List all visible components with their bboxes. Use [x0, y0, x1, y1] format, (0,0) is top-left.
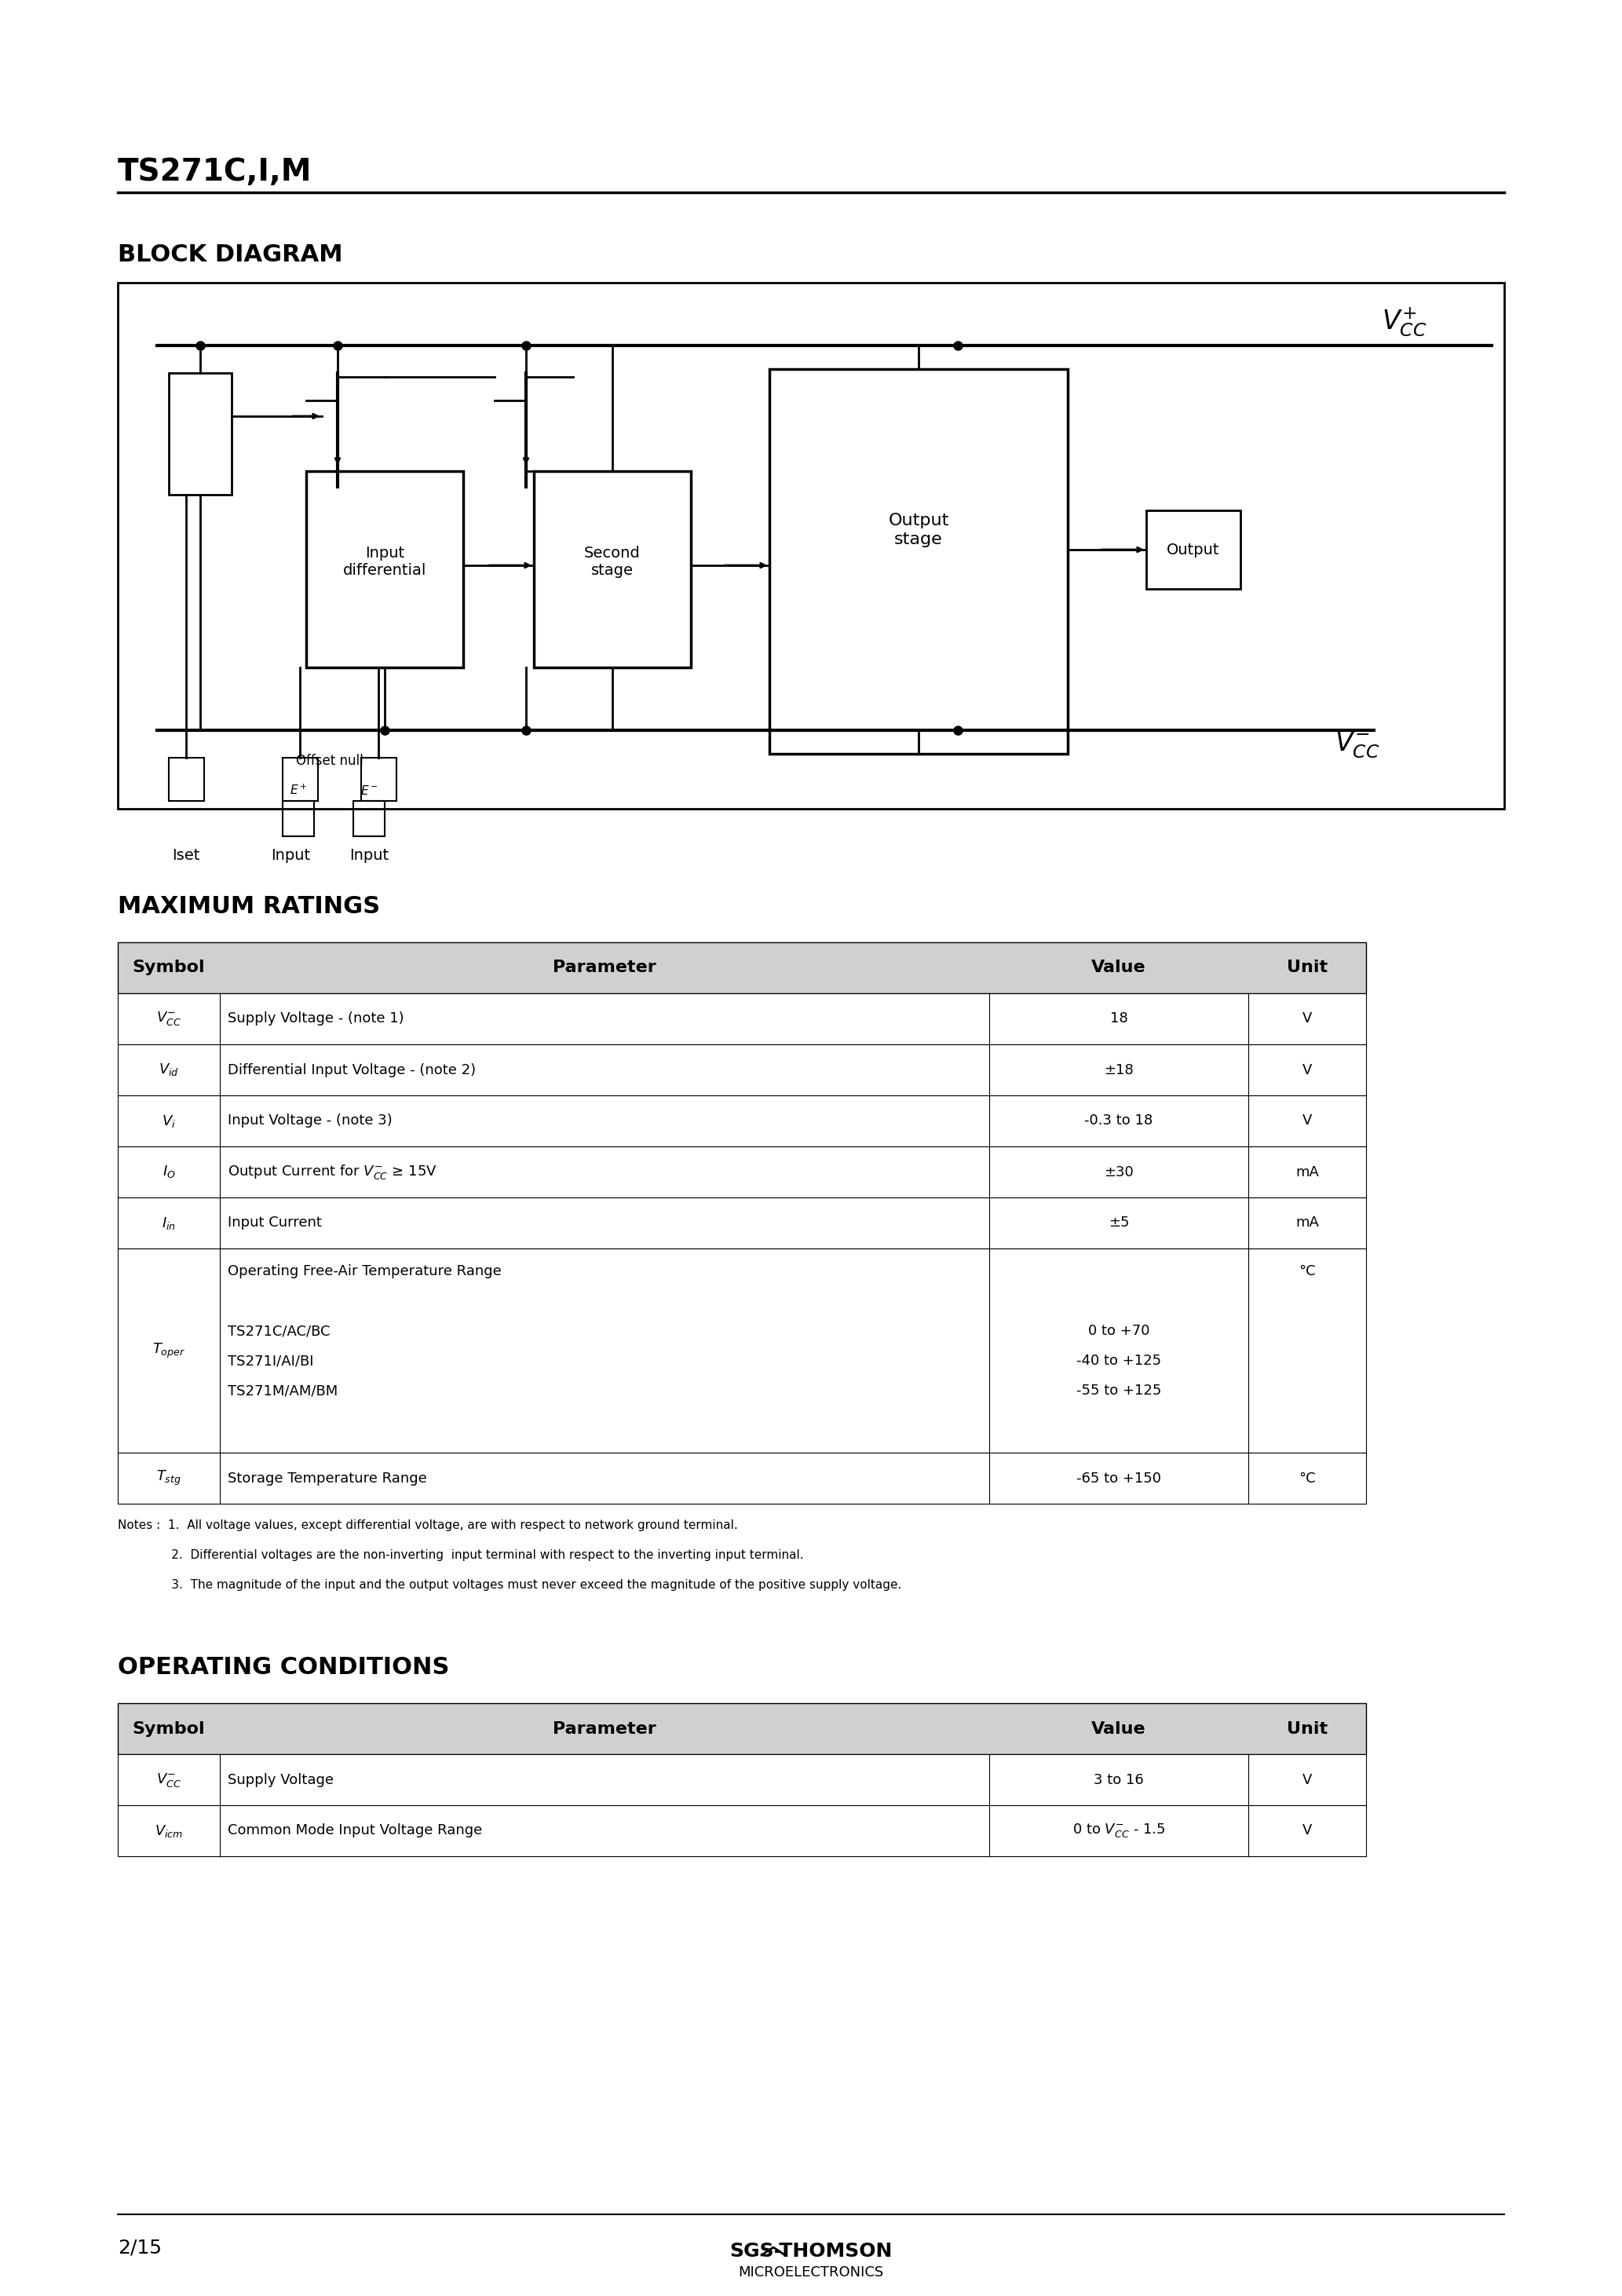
Text: $T_{stg}$: $T_{stg}$	[156, 1469, 182, 1488]
Text: Offset null: Offset null	[297, 753, 363, 767]
Text: $V_{CC}^{-}$: $V_{CC}^{-}$	[156, 1770, 182, 1789]
Bar	[118, 1199, 1366, 1249]
Text: Iset: Iset	[172, 847, 200, 863]
Bar	[282, 801, 315, 836]
Text: Supply Voltage: Supply Voltage	[227, 1773, 334, 1786]
Text: $I_{in}$: $I_{in}$	[162, 1215, 175, 1231]
Text: Supply Voltage - (note 1): Supply Voltage - (note 1)	[227, 1013, 404, 1026]
Bar	[282, 758, 318, 801]
Bar	[1147, 510, 1241, 588]
Text: Input: Input	[271, 847, 310, 863]
Text: Output: Output	[1166, 542, 1220, 558]
Text: Parameter: Parameter	[553, 1720, 657, 1736]
Text: $I_O$: $I_O$	[162, 1164, 175, 1180]
Bar	[118, 994, 1366, 1045]
Text: TS271C/AC/BC: TS271C/AC/BC	[227, 1325, 331, 1339]
Text: V: V	[1302, 1013, 1312, 1026]
Text: ±18: ±18	[1105, 1063, 1134, 1077]
Bar	[118, 1453, 1366, 1504]
Text: $V_{icm}$: $V_{icm}$	[154, 1823, 183, 1839]
Text: OPERATING CONDITIONS: OPERATING CONDITIONS	[118, 1655, 449, 1678]
Text: TS271M/AM/BM: TS271M/AM/BM	[227, 1384, 337, 1398]
Text: $V_{CC}^{+}$: $V_{CC}^{+}$	[1382, 305, 1427, 340]
Text: Operating Free-Air Temperature Range: Operating Free-Air Temperature Range	[227, 1265, 501, 1279]
Text: Output Current for $V_{CC}^{-}$ ≥ 15V: Output Current for $V_{CC}^{-}$ ≥ 15V	[227, 1162, 436, 1180]
Text: Input: Input	[349, 847, 389, 863]
Bar	[118, 1146, 1366, 1199]
Text: Differential Input Voltage - (note 2): Differential Input Voltage - (note 2)	[227, 1063, 475, 1077]
Bar	[118, 941, 1366, 994]
Text: 2/15: 2/15	[118, 2239, 162, 2257]
Text: Input
differential: Input differential	[342, 546, 427, 579]
Text: V: V	[1302, 1063, 1312, 1077]
Bar	[169, 758, 204, 801]
Text: $V_{CC}^{-}$: $V_{CC}^{-}$	[156, 1010, 182, 1029]
Bar	[118, 1704, 1366, 1754]
Text: V: V	[1302, 1114, 1312, 1127]
Text: -0.3 to 18: -0.3 to 18	[1085, 1114, 1153, 1127]
Text: Symbol: Symbol	[133, 960, 204, 976]
Text: °C: °C	[1299, 1265, 1315, 1279]
Text: TS271C,I,M: TS271C,I,M	[118, 156, 311, 186]
Text: Value: Value	[1092, 1720, 1147, 1736]
Text: SGS-THOMSON: SGS-THOMSON	[730, 2241, 892, 2262]
Text: $E^+$: $E^+$	[289, 783, 307, 797]
Bar	[118, 1045, 1366, 1095]
Text: BLOCK DIAGRAM: BLOCK DIAGRAM	[118, 243, 342, 266]
Text: Symbol: Symbol	[133, 1720, 204, 1736]
Text: $T_{oper}$: $T_{oper}$	[152, 1341, 185, 1359]
Bar	[118, 1095, 1366, 1146]
Text: Notes :  1.  All voltage values, except differential voltage, are with respect t: Notes : 1. All voltage values, except di…	[118, 1520, 738, 1531]
Text: Unit: Unit	[1286, 960, 1328, 976]
Bar	[534, 471, 691, 668]
Text: 3 to 16: 3 to 16	[1093, 1773, 1144, 1786]
Text: Input Voltage - (note 3): Input Voltage - (note 3)	[227, 1114, 393, 1127]
Text: 0 to $V_{CC}^{-}$ - 1.5: 0 to $V_{CC}^{-}$ - 1.5	[1072, 1823, 1165, 1839]
Text: 2.  Differential voltages are the non-inverting  input terminal with respect to : 2. Differential voltages are the non-inv…	[118, 1550, 803, 1561]
Bar	[307, 471, 464, 668]
Bar	[169, 372, 232, 494]
Text: -65 to +150: -65 to +150	[1077, 1472, 1161, 1486]
Text: 18: 18	[1109, 1013, 1127, 1026]
Text: 3.  The magnitude of the input and the output voltages must never exceed the mag: 3. The magnitude of the input and the ou…	[118, 1580, 902, 1591]
Text: $E^-$: $E^-$	[360, 785, 378, 797]
Text: Second
stage: Second stage	[584, 546, 641, 579]
Text: 0 to +70: 0 to +70	[1088, 1325, 1150, 1339]
Bar	[362, 758, 396, 801]
Text: Common Mode Input Voltage Range: Common Mode Input Voltage Range	[227, 1823, 482, 1837]
Text: TS271I/AI/BI: TS271I/AI/BI	[227, 1355, 313, 1368]
Text: MICROELECTRONICS: MICROELECTRONICS	[738, 2266, 884, 2280]
Text: $V_i$: $V_i$	[162, 1114, 175, 1130]
Bar	[118, 1754, 1366, 1805]
Text: Output
stage: Output stage	[889, 512, 949, 546]
Text: Storage Temperature Range: Storage Temperature Range	[227, 1472, 427, 1486]
Text: -55 to +125: -55 to +125	[1077, 1384, 1161, 1398]
Text: Unit: Unit	[1286, 1720, 1328, 1736]
Bar	[118, 1249, 1366, 1453]
Text: -40 to +125: -40 to +125	[1077, 1355, 1161, 1368]
Text: Value: Value	[1092, 960, 1147, 976]
Bar	[118, 1805, 1366, 1855]
Text: $V_{CC}^{-}$: $V_{CC}^{-}$	[1335, 730, 1380, 760]
Text: mA: mA	[1296, 1164, 1319, 1180]
Text: MAXIMUM RATINGS: MAXIMUM RATINGS	[118, 895, 380, 918]
Text: V: V	[1302, 1773, 1312, 1786]
Text: ±30: ±30	[1105, 1164, 1134, 1180]
Text: mA: mA	[1296, 1217, 1319, 1231]
Text: Parameter: Parameter	[553, 960, 657, 976]
Text: $V_{id}$: $V_{id}$	[159, 1063, 178, 1077]
Bar	[354, 801, 384, 836]
Text: ±5: ±5	[1108, 1217, 1129, 1231]
Text: V: V	[1302, 1823, 1312, 1837]
Text: °C: °C	[1299, 1472, 1315, 1486]
Text: Input Current: Input Current	[227, 1217, 321, 1231]
Bar	[769, 370, 1067, 753]
Bar	[118, 282, 1504, 808]
